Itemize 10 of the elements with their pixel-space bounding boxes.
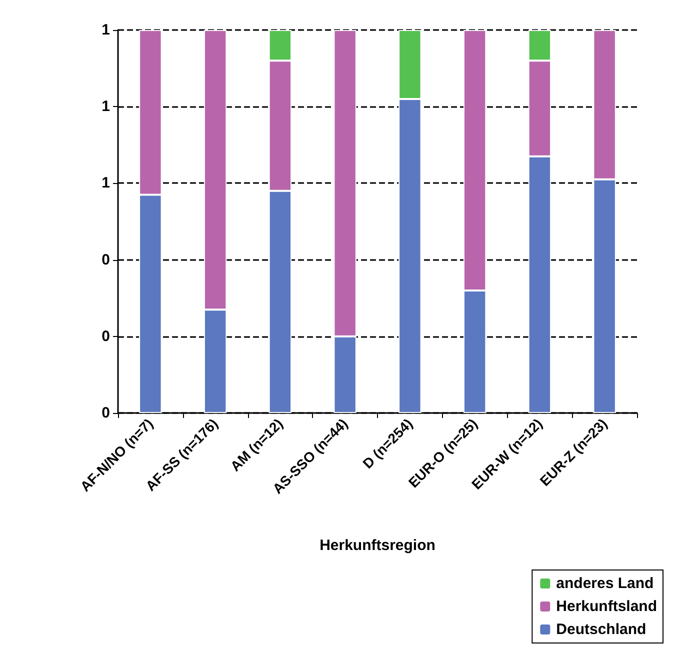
- y-tick-label: 0: [102, 328, 110, 345]
- y-tick-label: 0: [102, 251, 110, 268]
- y-tick-label: 0: [102, 404, 110, 422]
- legend-label: anderes Land: [556, 575, 654, 592]
- y-tick-label: 1: [102, 98, 110, 116]
- y-tick-label: 1: [102, 174, 110, 192]
- legend-label: Herkunftsland: [556, 598, 658, 615]
- x-axis-title: Herkunftsregion: [320, 537, 436, 554]
- y-tick-label: 1: [102, 22, 110, 38]
- legend-label: Deutschland: [556, 621, 646, 638]
